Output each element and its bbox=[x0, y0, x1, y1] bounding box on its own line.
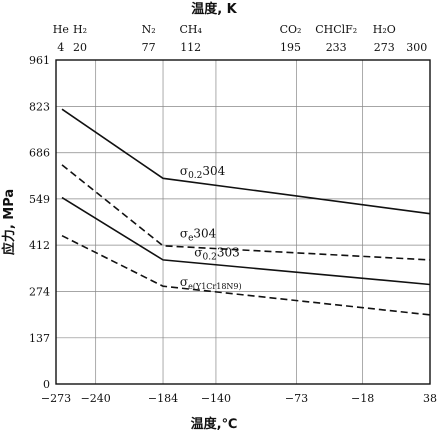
top-substance-label: N₂ bbox=[142, 23, 156, 36]
top-kelvin-label: 4 bbox=[57, 41, 64, 54]
x-tick-labels: −273 −240 −184 −140 −73 −18 38 bbox=[41, 392, 437, 405]
y-axis-title: 应力, MPa bbox=[1, 189, 17, 255]
top-kelvin-label: 300 bbox=[406, 41, 427, 54]
top-substance-label: He bbox=[53, 23, 69, 36]
series-labels: σ0.2304 σe304 σ0.2303 σe(Y1Cr18N9) bbox=[180, 164, 242, 291]
y-tick-label: 0 bbox=[43, 378, 50, 391]
top-kelvin-label: 20 bbox=[73, 41, 87, 54]
grid-lines bbox=[55, 59, 431, 385]
top-axis-title: 温度, K bbox=[191, 1, 237, 17]
top-axis-labels: He 4 H₂ 20 N₂ 77 CH₄ 112 CO₂ 195 CHClF₂ 233 H₂O 273 30… bbox=[53, 23, 428, 54]
x-tick-label: −273 bbox=[41, 392, 71, 405]
top-substance-label: H₂ bbox=[73, 23, 87, 36]
y-tick-label: 274 bbox=[29, 286, 50, 299]
top-kelvin-label: 112 bbox=[180, 41, 201, 54]
y-tick-label: 686 bbox=[29, 147, 50, 160]
series-line bbox=[61, 108, 431, 215]
y-tick-label: 961 bbox=[29, 54, 50, 67]
series-line bbox=[61, 234, 431, 316]
plot-frame bbox=[55, 59, 431, 385]
series-label: σe(Y1Cr18N9) bbox=[180, 275, 242, 291]
top-kelvin-label: 233 bbox=[326, 41, 347, 54]
x-axis-title: 温度,℃ bbox=[191, 416, 238, 432]
x-tick-label: −240 bbox=[81, 392, 111, 405]
y-tick-label: 137 bbox=[29, 332, 50, 345]
x-tick-label: −73 bbox=[285, 392, 308, 405]
y-tick-labels: 0 137 274 412 549 686 823 961 bbox=[29, 54, 50, 391]
y-tick-label: 823 bbox=[29, 101, 50, 114]
y-tick-label: 549 bbox=[29, 193, 50, 206]
top-substance-label: H₂O bbox=[373, 23, 396, 36]
series-line bbox=[61, 196, 431, 286]
series-line bbox=[61, 164, 431, 261]
series-layer bbox=[61, 108, 431, 316]
top-kelvin-label: 273 bbox=[374, 41, 395, 54]
series-label: σe304 bbox=[180, 226, 217, 243]
x-tick-label: 38 bbox=[423, 392, 437, 405]
x-tick-label: −140 bbox=[201, 392, 231, 405]
series-label: σ0.2304 bbox=[180, 164, 226, 181]
series-label: σ0.2303 bbox=[194, 246, 239, 263]
top-substance-label: CHClF₂ bbox=[315, 23, 357, 36]
top-kelvin-label: 77 bbox=[142, 41, 156, 54]
top-kelvin-label: 195 bbox=[280, 41, 301, 54]
x-tick-label: −184 bbox=[148, 392, 178, 405]
y-tick-label: 412 bbox=[29, 239, 50, 252]
x-tick-label: −18 bbox=[351, 392, 374, 405]
top-substance-label: CH₄ bbox=[179, 23, 202, 36]
top-substance-label: CO₂ bbox=[280, 23, 302, 36]
